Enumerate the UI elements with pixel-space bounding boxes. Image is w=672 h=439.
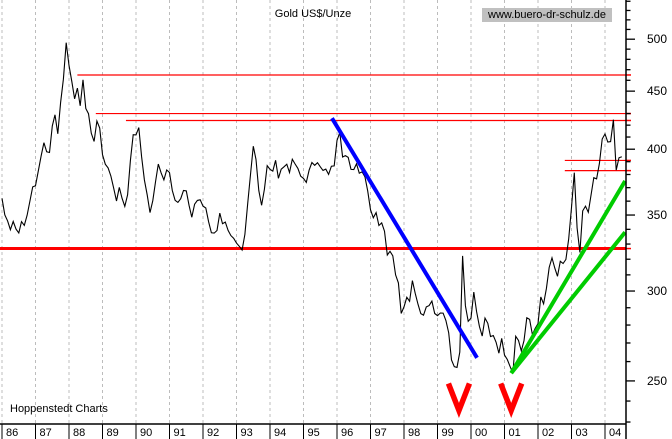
- y-tick-label: 300: [647, 284, 667, 298]
- x-tick-label: 96: [341, 427, 353, 439]
- reversal-v-mark: [498, 382, 525, 419]
- x-tick-label: 01: [509, 427, 521, 439]
- price-line: [1, 42, 623, 374]
- x-tick-label: 95: [308, 427, 320, 439]
- downtrend-1996-2000-trendline: [330, 117, 479, 359]
- x-tick-label: 86: [6, 427, 18, 439]
- y-tick-label: 350: [647, 208, 667, 222]
- x-tick-label: 04: [609, 427, 621, 439]
- reversal-v-mark: [445, 382, 473, 419]
- x-tick-label: 97: [375, 427, 387, 439]
- x-tick-label: 93: [241, 427, 253, 439]
- x-tick-label: 91: [174, 427, 186, 439]
- y-tick-label: 500: [647, 32, 667, 46]
- y-tick-label: 400: [647, 142, 667, 156]
- x-tick-label: 02: [542, 427, 554, 439]
- uptrend-steep-trendline: [509, 180, 627, 375]
- chart-title: Gold US$/Unze: [274, 8, 352, 20]
- x-tick-label: 92: [207, 427, 219, 439]
- x-tick-label: 98: [408, 427, 420, 439]
- x-tick-label: 03: [576, 427, 588, 439]
- y-tick-label: 250: [647, 374, 667, 388]
- charts-provider-label: Hoppenstedt Charts: [10, 403, 108, 415]
- x-tick-label: 90: [140, 427, 152, 439]
- x-tick-label: 87: [40, 427, 52, 439]
- x-tick-label: 89: [107, 427, 119, 439]
- x-tick-label: 94: [274, 427, 286, 439]
- y-tick-label: 450: [647, 84, 667, 98]
- uptrend-shallow-trendline: [509, 230, 627, 375]
- website-badge: www.buero-dr-schulz.de: [482, 8, 612, 22]
- x-tick-label: 99: [442, 427, 454, 439]
- x-tick-label: 88: [73, 427, 85, 439]
- x-tick-label: 00: [475, 427, 487, 439]
